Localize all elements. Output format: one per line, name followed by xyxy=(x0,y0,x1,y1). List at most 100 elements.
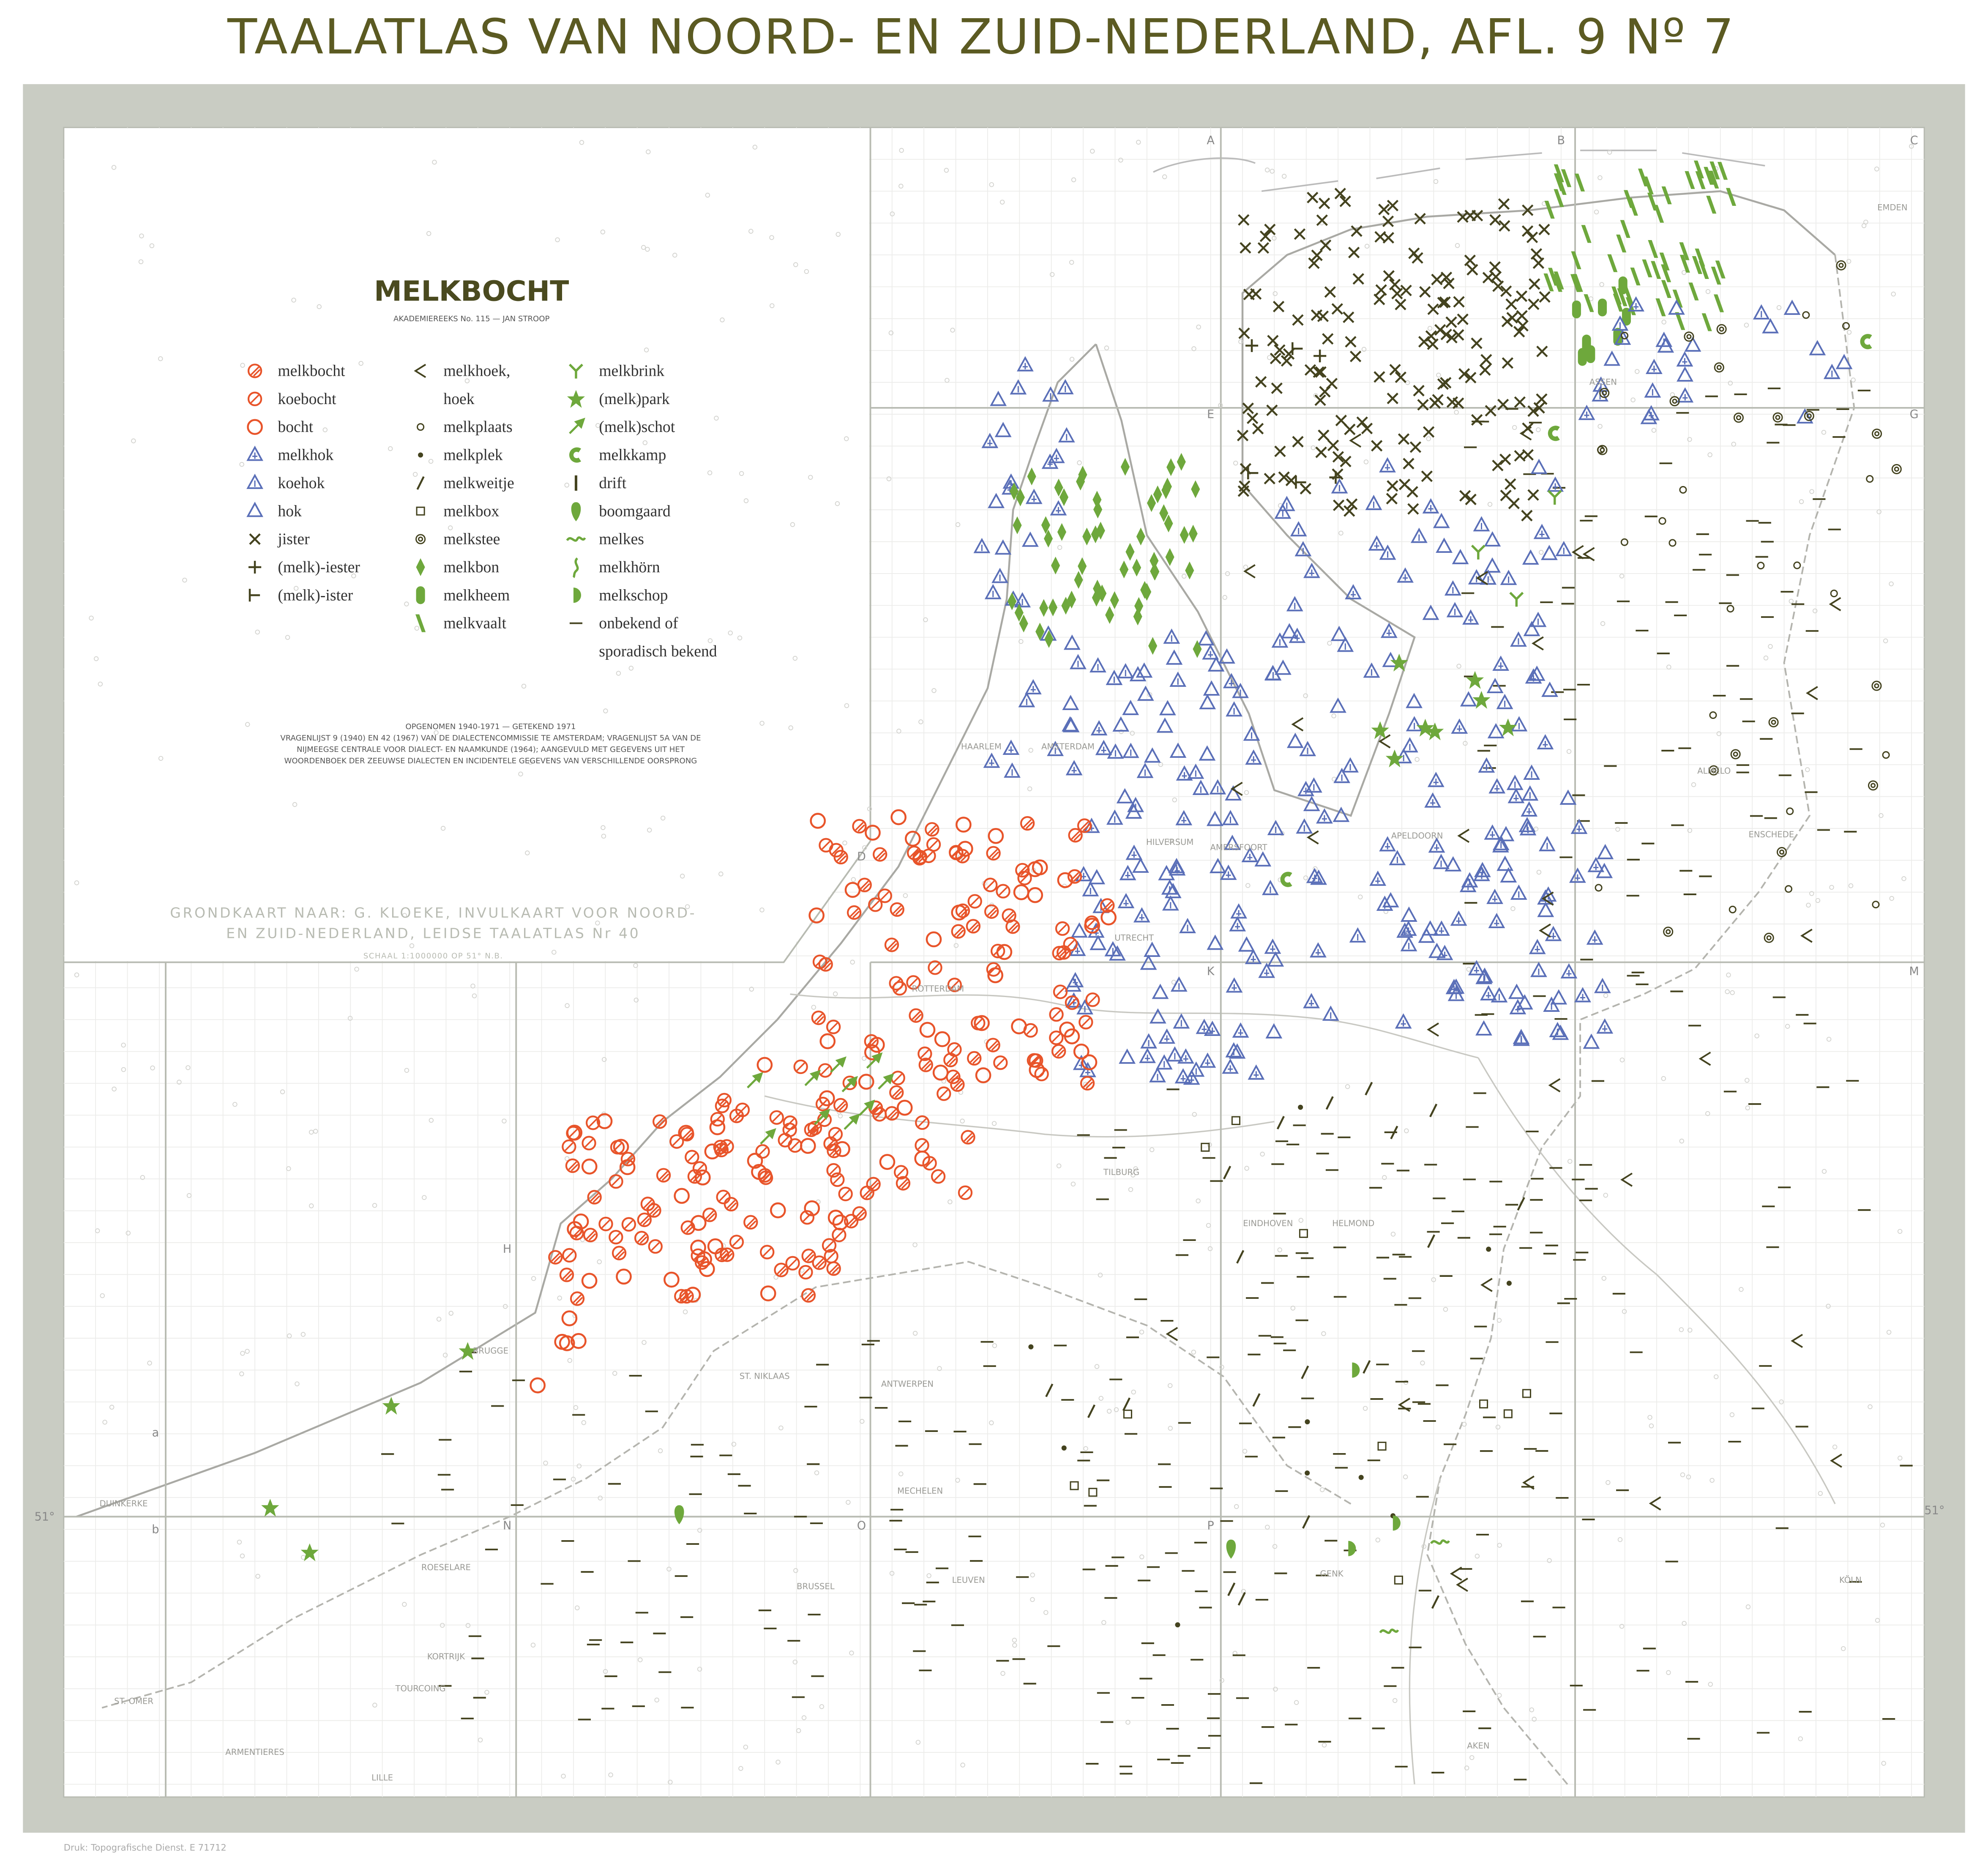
map-symbol xyxy=(1201,1142,1210,1152)
map-symbol xyxy=(1497,826,1515,842)
basemap-dot xyxy=(576,1463,582,1469)
map-symbol xyxy=(1642,259,1652,278)
slash xyxy=(788,1259,797,1268)
basemap-dot xyxy=(1754,1033,1759,1038)
map-symbol xyxy=(758,1170,773,1185)
basemap-dot xyxy=(182,577,187,583)
basemap-dot xyxy=(903,893,908,898)
map-symbol xyxy=(1082,527,1092,546)
map-symbol xyxy=(1513,1030,1530,1046)
hoek-symbol xyxy=(1476,571,1488,585)
slash xyxy=(949,1058,956,1066)
map-symbol xyxy=(1177,1048,1194,1064)
circle-symbol xyxy=(857,877,872,892)
basemap-dot xyxy=(685,904,690,909)
basemap-dot xyxy=(1403,1474,1408,1479)
triangle-symbol xyxy=(1491,987,1508,1003)
basemap-dot xyxy=(440,1623,445,1628)
circle-symbol xyxy=(637,1212,652,1227)
triangle-symbol xyxy=(1644,382,1661,398)
map-symbol xyxy=(1401,737,1418,753)
triangle-symbol xyxy=(1125,844,1143,860)
triangle-symbol xyxy=(1164,883,1182,899)
map-symbol xyxy=(1222,1058,1239,1074)
map-symbol xyxy=(1757,562,1765,570)
map-symbol xyxy=(1057,872,1073,888)
triangle-symbol xyxy=(1238,936,1255,952)
map-symbol xyxy=(1088,1488,1098,1497)
circle-symbol xyxy=(915,1115,930,1130)
map-symbol xyxy=(1684,331,1694,342)
map-symbol xyxy=(715,1247,729,1262)
basemap-dot xyxy=(1879,813,1884,818)
vaalt-symbol xyxy=(1717,162,1728,180)
basemap-dot xyxy=(788,725,793,730)
legend-label: melkhörn xyxy=(599,558,660,576)
map-symbol xyxy=(1451,718,1468,734)
map-symbol xyxy=(1675,312,1685,330)
circle-symbol xyxy=(934,1031,950,1047)
place-name: BRUGGE xyxy=(473,1346,508,1355)
map-symbol xyxy=(1175,810,1193,825)
map-symbol xyxy=(1462,609,1479,625)
map-symbol xyxy=(1480,569,1497,585)
map-symbol xyxy=(1202,644,1219,660)
circle-symbol xyxy=(828,1127,843,1142)
map-symbol xyxy=(1403,458,1415,470)
map-symbol xyxy=(565,1158,580,1173)
cross-symbol xyxy=(1457,313,1469,325)
map-symbol xyxy=(865,825,881,841)
basemap-dot xyxy=(1027,786,1032,792)
diamond-symbol xyxy=(1093,579,1102,598)
basemap-dot xyxy=(1119,729,1124,734)
basemap-dot xyxy=(543,1460,548,1466)
basemap-dot xyxy=(1443,1307,1448,1312)
map-symbol xyxy=(1091,525,1100,544)
map-symbol xyxy=(1753,304,1770,320)
map-symbol xyxy=(1506,775,1524,790)
map-symbol xyxy=(1078,466,1087,484)
basemap-dot xyxy=(1345,1084,1350,1089)
basemap-dot xyxy=(601,1057,607,1062)
vaalt-symbol xyxy=(1711,267,1721,285)
map-symbol xyxy=(1453,397,1464,409)
double-circle xyxy=(1779,849,1785,855)
circle-symbol xyxy=(800,1210,815,1225)
circle-symbol xyxy=(1020,816,1035,831)
triangle-symbol xyxy=(1305,777,1322,793)
cross-symbol xyxy=(1516,310,1528,322)
triangle-symbol xyxy=(1462,609,1479,625)
map-symbol xyxy=(1016,356,1034,372)
small-circle xyxy=(417,423,425,431)
map-symbol xyxy=(609,1174,623,1189)
map-symbol xyxy=(1522,1475,1535,1490)
circle-symbol xyxy=(949,845,964,860)
map-symbol xyxy=(1793,561,1801,569)
map-symbol xyxy=(1351,225,1363,237)
map-symbol xyxy=(1073,1044,1090,1060)
basemap-dot xyxy=(140,1175,145,1180)
map-symbol xyxy=(1529,939,1546,954)
triangle-symbol xyxy=(1587,857,1605,872)
map-symbol xyxy=(1651,261,1661,279)
map-symbol xyxy=(1679,254,1690,273)
map-symbol xyxy=(1299,740,1316,757)
slash xyxy=(1058,924,1067,933)
triangle-symbol xyxy=(1452,549,1469,564)
slash xyxy=(1008,922,1017,931)
basemap-dot xyxy=(859,1419,865,1424)
basemap-dot xyxy=(1131,1389,1136,1395)
double-circle xyxy=(1838,262,1844,268)
basemap-dot xyxy=(1363,459,1369,464)
map-symbol xyxy=(1430,1539,1450,1545)
basemap-dot xyxy=(1069,357,1075,362)
basemap-dot xyxy=(1196,1198,1201,1204)
diamond-symbol xyxy=(1014,604,1024,622)
basemap-dot xyxy=(255,629,260,635)
cross-symbol xyxy=(1471,414,1483,426)
map-symbol xyxy=(1569,867,1586,883)
basemap-dot xyxy=(1071,177,1076,183)
basemap-dot xyxy=(552,950,557,955)
slash xyxy=(921,1060,931,1069)
map-symbol xyxy=(1407,503,1419,515)
